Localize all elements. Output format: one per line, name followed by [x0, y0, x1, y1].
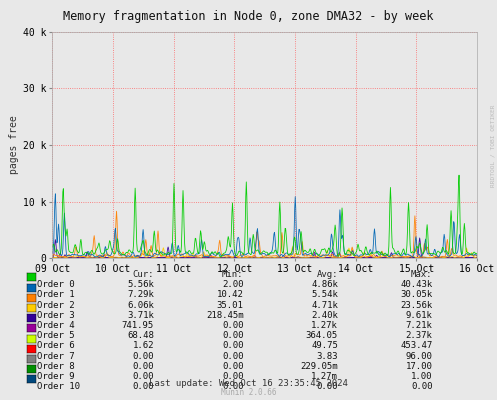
Text: Order 7: Order 7 [37, 352, 75, 361]
Text: 1.27k: 1.27k [311, 321, 338, 330]
Text: 5.54k: 5.54k [311, 290, 338, 299]
Y-axis label: pages free: pages free [9, 116, 19, 174]
Text: 68.48: 68.48 [127, 331, 154, 340]
Text: 229.05m: 229.05m [300, 362, 338, 371]
Text: Memory fragmentation in Node 0, zone DMA32 - by week: Memory fragmentation in Node 0, zone DMA… [63, 10, 434, 23]
Text: 7.29k: 7.29k [127, 290, 154, 299]
Text: 0.00: 0.00 [133, 372, 154, 381]
Text: RRDTOOL / TOBI OETIKER: RRDTOOL / TOBI OETIKER [491, 105, 496, 187]
Text: 4.86k: 4.86k [311, 280, 338, 289]
Text: 30.05k: 30.05k [400, 290, 432, 299]
Text: 1.00: 1.00 [411, 372, 432, 381]
Text: 35.01: 35.01 [217, 301, 244, 310]
Text: 2.00: 2.00 [222, 280, 244, 289]
Text: 5.56k: 5.56k [127, 280, 154, 289]
Text: 3.83: 3.83 [317, 352, 338, 361]
Text: 6.06k: 6.06k [127, 301, 154, 310]
Text: 0.00: 0.00 [222, 331, 244, 340]
Text: Order 5: Order 5 [37, 331, 75, 340]
Text: Order 2: Order 2 [37, 301, 75, 310]
Text: 0.00: 0.00 [222, 372, 244, 381]
Text: 0.00: 0.00 [133, 352, 154, 361]
Text: 7.21k: 7.21k [406, 321, 432, 330]
Text: 23.56k: 23.56k [400, 301, 432, 310]
Text: Max:: Max: [411, 270, 432, 279]
Text: 4.71k: 4.71k [311, 301, 338, 310]
Text: Order 4: Order 4 [37, 321, 75, 330]
Text: 40.43k: 40.43k [400, 280, 432, 289]
Text: 2.37k: 2.37k [406, 331, 432, 340]
Text: Order 3: Order 3 [37, 311, 75, 320]
Text: 218.45m: 218.45m [206, 311, 244, 320]
Text: 741.95: 741.95 [122, 321, 154, 330]
Text: 96.00: 96.00 [406, 352, 432, 361]
Text: 364.05: 364.05 [306, 331, 338, 340]
Text: 0.00: 0.00 [222, 362, 244, 371]
Text: Order 9: Order 9 [37, 372, 75, 381]
Text: 49.75: 49.75 [311, 341, 338, 350]
Text: Order 8: Order 8 [37, 362, 75, 371]
Text: 0.00: 0.00 [133, 362, 154, 371]
Text: 0.00: 0.00 [222, 341, 244, 350]
Text: 17.00: 17.00 [406, 362, 432, 371]
Text: 0.00: 0.00 [317, 382, 338, 391]
Text: 0.00: 0.00 [411, 382, 432, 391]
Text: 1.62: 1.62 [133, 341, 154, 350]
Text: 3.71k: 3.71k [127, 311, 154, 320]
Text: 0.00: 0.00 [222, 352, 244, 361]
Text: 2.40k: 2.40k [311, 311, 338, 320]
Text: 0.00: 0.00 [222, 321, 244, 330]
Text: Cur:: Cur: [133, 270, 154, 279]
Text: Last update: Wed Oct 16 23:35:45 2024: Last update: Wed Oct 16 23:35:45 2024 [149, 379, 348, 388]
Text: 10.42: 10.42 [217, 290, 244, 299]
Text: Order 1: Order 1 [37, 290, 75, 299]
Text: 9.61k: 9.61k [406, 311, 432, 320]
Text: 453.47: 453.47 [400, 341, 432, 350]
Text: 0.00: 0.00 [222, 382, 244, 391]
Text: Order 0: Order 0 [37, 280, 75, 289]
Text: Munin 2.0.66: Munin 2.0.66 [221, 388, 276, 397]
Text: Avg:: Avg: [317, 270, 338, 279]
Text: 0.00: 0.00 [133, 382, 154, 391]
Text: 1.27m: 1.27m [311, 372, 338, 381]
Text: Order 6: Order 6 [37, 341, 75, 350]
Text: Min:: Min: [222, 270, 244, 279]
Text: Order 10: Order 10 [37, 382, 81, 391]
